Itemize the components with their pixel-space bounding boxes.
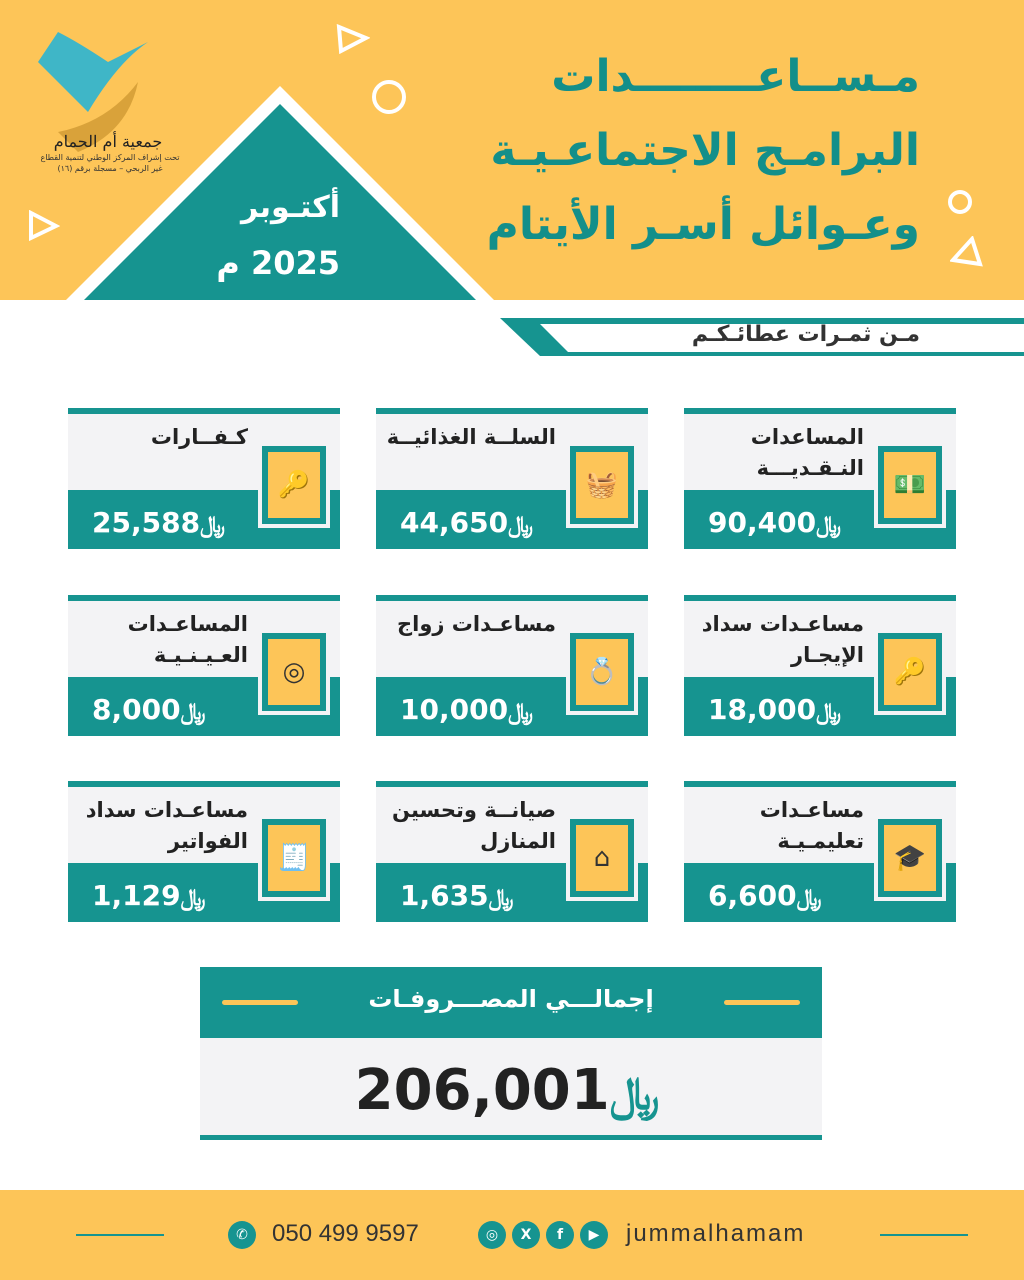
card-amount: ﷼44,650 (400, 506, 541, 539)
amount-value: 8,000 (92, 693, 181, 726)
card-amount: ﷼25,588 (92, 506, 233, 539)
date-triangle (84, 104, 476, 300)
icon-box: 💍 (566, 629, 638, 715)
cash-icon: 💵 (884, 452, 936, 518)
icon-box: 💵 (874, 442, 946, 528)
riyal-icon: ﷼ (200, 512, 225, 538)
total-header: إجمالـــي المصـــروفـات (200, 967, 822, 1038)
rings-icon: 💍 (576, 639, 628, 705)
card-amount: ﷼18,000 (708, 693, 849, 726)
stat-card: ◎ المساعـدات العـيـنـيـة ﷼8,000 (68, 595, 340, 736)
riyal-icon: ﷼ (796, 885, 822, 911)
card-label: صيانــة وتحسين المنازل (392, 798, 556, 853)
riyal-icon: ﷼ (816, 699, 841, 725)
amount-value: 90,400 (708, 506, 817, 539)
card-amount: ﷼10,000 (400, 693, 541, 726)
stat-card: 🧺 السلــة الغذائيــة ﷼44,650 (376, 408, 648, 549)
card-label: السلــة الغذائيــة (386, 425, 556, 449)
triangle-decoration (336, 24, 370, 54)
title-line: وعـوائل أسـر الأيتام (486, 199, 920, 250)
amount-value: 25,588 (92, 506, 201, 539)
riyal-icon: ﷼ (816, 512, 841, 538)
year-label: 2025 م (216, 244, 340, 282)
riyal-icon: ﷼ (488, 885, 514, 911)
youtube-icon[interactable]: ▶ (580, 1221, 608, 1249)
title-line: البرامـج الاجتماعـيـة (490, 125, 920, 176)
riyal-icon: ﷼ (180, 699, 206, 725)
banner-text: مـن ثمـرات عطائـكـم (691, 322, 920, 347)
stat-card: 🧾 مساعـدات سداد الفواتير ﷼1,129 (68, 781, 340, 922)
icon-box: 🎓 (874, 815, 946, 901)
amount-value: 18,000 (708, 693, 817, 726)
amount-value: 44,650 (400, 506, 509, 539)
card-label: مساعـدات سداد الفواتير (85, 798, 248, 853)
card-amount: ﷼8,000 (92, 693, 213, 726)
total-box: ﷼206,001 (200, 1038, 822, 1140)
card-amount: ﷼1,129 (92, 879, 213, 912)
amount-value: 6,600 (708, 879, 797, 912)
title-line: مـســاعــــــــدات (551, 51, 920, 102)
icon-box: ⌂ (566, 815, 638, 901)
card-label: كـفــارات (150, 425, 248, 449)
stat-card: ⌂ صيانــة وتحسين المنازل ﷼1,635 (376, 781, 648, 922)
card-label: المساعدات النـقـديـــة (750, 425, 864, 480)
riyal-icon: ﷼ (508, 512, 533, 538)
stat-card: 💵 المساعدات النـقـديـــة ﷼90,400 (684, 408, 956, 549)
circle-decoration (948, 190, 972, 214)
invoice-icon: 🧾 (268, 825, 320, 891)
phone-number: 050 499 9597 (272, 1220, 419, 1247)
icon-box: 🧺 (566, 442, 638, 528)
riyal-icon: ﷼ (609, 1067, 660, 1120)
stat-card: 💍 مساعـدات زواج ﷼10,000 (376, 595, 648, 736)
footer-line (880, 1234, 968, 1236)
riyal-icon: ﷼ (180, 885, 206, 911)
decor-line (724, 1000, 800, 1005)
house-tools-icon: ⌂ (576, 825, 628, 891)
rent-key-icon: 🔑 (884, 639, 936, 705)
icon-box: 🧾 (258, 815, 330, 901)
card-amount: ﷼1,635 (400, 879, 521, 912)
amount-value: 10,000 (400, 693, 509, 726)
card-label: المساعـدات العـيـنـيـة (127, 612, 248, 667)
stat-card: 🎓 مساعـدات تعليمـيـة ﷼6,600 (684, 781, 956, 922)
banner-inner (540, 324, 1024, 352)
facebook-icon[interactable]: f (546, 1221, 574, 1249)
triangle-decoration (950, 236, 983, 267)
triangle-decoration (29, 210, 60, 242)
total-amount: ﷼206,001 (200, 1058, 822, 1123)
total-label: إجمالـــي المصـــروفـات (368, 985, 654, 1013)
whatsapp-icon[interactable]: ✆ (228, 1221, 256, 1249)
card-amount: ﷼90,400 (708, 506, 849, 539)
decor-line (222, 1000, 298, 1005)
amount-value: 1,635 (400, 879, 489, 912)
card-label: مساعـدات زواج (397, 612, 556, 636)
card-label: مساعـدات سداد الإيجـار (701, 612, 864, 667)
total-value: 206,001 (354, 1058, 610, 1123)
icon-box: 🔑 (874, 629, 946, 715)
stat-card: 🔑 مساعـدات سداد الإيجـار ﷼18,000 (684, 595, 956, 736)
card-label: مساعـدات تعليمـيـة (759, 798, 864, 853)
page-title: مـســاعــــــــدات البرامـج الاجتماعـيـة… (487, 40, 920, 262)
keys-tag-icon: 🔑 (268, 452, 320, 518)
food-basket-icon: 🧺 (576, 452, 628, 518)
icon-box: 🔑 (258, 442, 330, 528)
riyal-icon: ﷼ (508, 699, 533, 725)
month-label: أكتـوبر (241, 190, 340, 225)
washing-machine-icon: ◎ (268, 639, 320, 705)
x-icon[interactable]: X (512, 1221, 540, 1249)
social-handle[interactable]: jummalhamam (626, 1220, 806, 1247)
books-graduation-icon: 🎓 (884, 825, 936, 891)
stat-card: 🔑 كـفــارات ﷼25,588 (68, 408, 340, 549)
card-amount: ﷼6,600 (708, 879, 829, 912)
icon-box: ◎ (258, 629, 330, 715)
footer-line (76, 1234, 164, 1236)
amount-value: 1,129 (92, 879, 181, 912)
instagram-icon[interactable]: ◎ (478, 1221, 506, 1249)
